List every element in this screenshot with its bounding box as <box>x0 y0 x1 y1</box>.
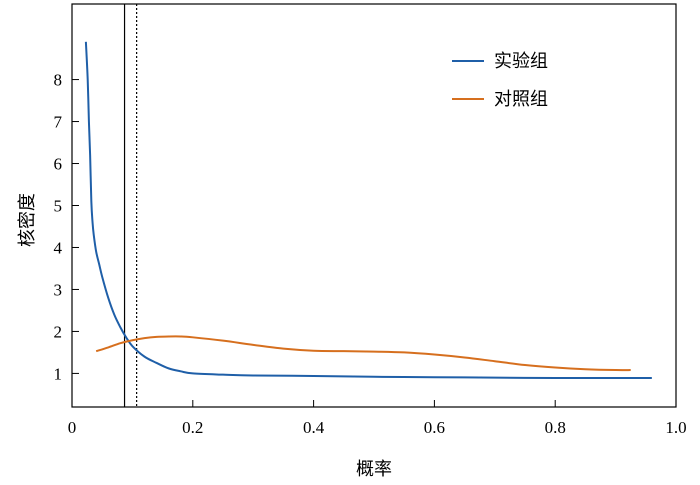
x-tick-label-1: 0.2 <box>182 418 203 437</box>
legend: 实验组 对照组 <box>452 51 548 110</box>
legend-label-experimental: 实验组 <box>494 51 548 72</box>
series-line-control-curve <box>95 335 631 372</box>
x-tick-label-0: 0 <box>68 418 77 437</box>
x-tick-label-5: 1.0 <box>665 418 686 437</box>
x-tick-label-3: 0.6 <box>424 418 445 437</box>
y-tick-label-7: 8 <box>54 71 63 90</box>
y-axis-ticks: 1 2 3 4 5 6 7 8 <box>54 71 79 383</box>
series-lines <box>84 41 652 380</box>
y-tick-label-2: 3 <box>54 280 63 299</box>
reference-lines <box>123 4 138 407</box>
x-tick-label-2: 0.4 <box>303 418 325 437</box>
y-tick-label-6: 7 <box>54 113 63 132</box>
x-tick-label-4: 0.8 <box>545 418 566 437</box>
y-tick-label-5: 6 <box>54 155 63 174</box>
y-tick-label-1: 2 <box>54 322 63 341</box>
y-tick-label-3: 4 <box>54 238 63 257</box>
x-axis-ticks: 0 0.2 0.4 0.6 0.8 1.0 <box>68 400 687 437</box>
y-tick-label-4: 5 <box>54 197 63 216</box>
legend-label-control: 对照组 <box>494 89 548 110</box>
y-axis-title: 核密度 <box>17 193 38 247</box>
y-tick-label-0: 1 <box>54 364 63 383</box>
series-line-experimental-curve <box>84 41 652 380</box>
plot-frame <box>71 3 677 408</box>
x-axis-title: 概率 <box>356 459 392 480</box>
